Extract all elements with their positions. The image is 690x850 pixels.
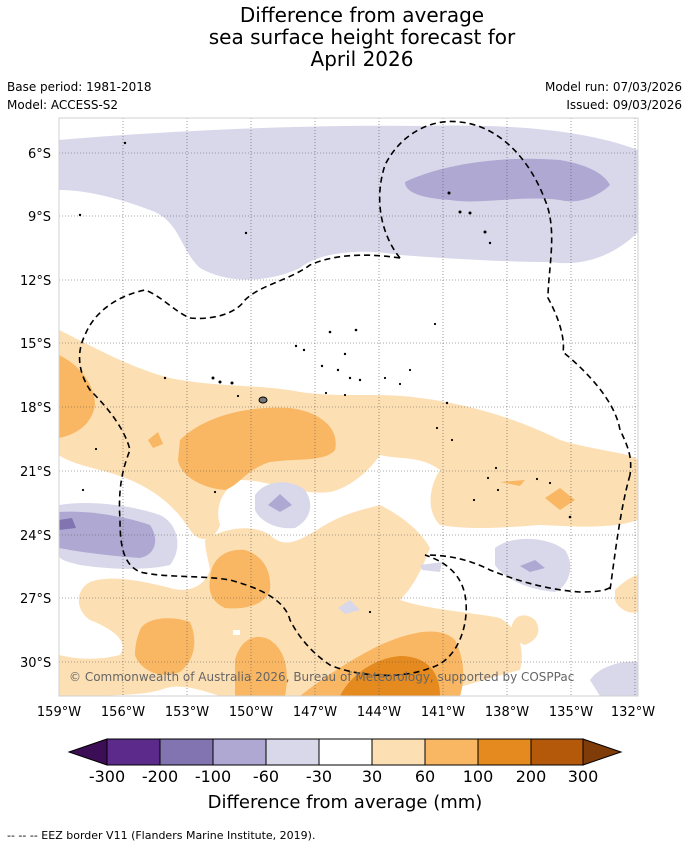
lon-label: 159°W: [37, 705, 81, 720]
colorbar-tick: 60: [415, 767, 435, 786]
colorbar-swatch: [107, 739, 160, 765]
colorbar: -300 -200 -100 -60 -30 30 60 100 200 300: [67, 738, 623, 786]
model-run: Model run: 07/03/2026: [544, 80, 682, 94]
lat-label: 12°S: [20, 274, 51, 289]
positive-anomaly-area: [209, 549, 271, 609]
colorbar-swatch: [531, 739, 583, 765]
positive-anomaly-area: [135, 618, 195, 675]
lon-label: 135°W: [549, 705, 593, 720]
anomaly-contours: [59, 125, 638, 696]
lat-label: 9°S: [28, 210, 51, 225]
eez-border: [78, 120, 632, 677]
negative-anomaly-area: [520, 560, 545, 572]
copyright-notice: © Commonwealth of Australia 2026, Bureau…: [69, 670, 574, 684]
map-title: Difference from average sea surface heig…: [0, 4, 690, 70]
colorbar-label: Difference from average (mm): [207, 792, 483, 813]
islands: [78, 141, 572, 634]
meta-left: Base period: 1981-2018 Model: ACCESS-S2: [7, 78, 152, 114]
colorbar-swatch: [478, 739, 531, 765]
negative-anomaly-area: [590, 661, 638, 696]
colorbar-swatch: [372, 739, 425, 765]
positive-anomaly-area: [59, 330, 638, 540]
negative-anomaly-area: [268, 494, 292, 512]
colorbar-swatch: [319, 739, 372, 765]
meta-right: Model run: 07/03/2026 Issued: 09/03/2026: [545, 78, 682, 114]
colorbar-tick: 30: [362, 767, 382, 786]
land-patch: [233, 630, 240, 635]
lon-label: 138°W: [485, 705, 529, 720]
colorbar-swatch: [160, 739, 213, 765]
lat-label: 24°S: [20, 529, 51, 544]
colorbar-tick: -30: [306, 767, 332, 786]
longitude-labels: 159°W 156°W 153°W 150°W 147°W 144°W 141°…: [37, 705, 655, 720]
positive-anomaly-area: [511, 615, 539, 645]
colorbar-above-arrow: [582, 738, 623, 766]
negative-anomaly-area: [59, 518, 76, 530]
lon-label: 132°W: [611, 705, 655, 720]
negative-anomaly-area: [420, 562, 442, 572]
positive-anomaly-area: [615, 575, 638, 613]
positive-anomaly-area: [148, 432, 163, 448]
colorbar-tick: -100: [195, 767, 231, 786]
lon-label: 144°W: [357, 705, 401, 720]
lon-label: 141°W: [421, 705, 465, 720]
negative-anomaly-area: [338, 600, 360, 614]
lat-label: 6°S: [28, 147, 51, 162]
lat-label: 18°S: [20, 401, 51, 416]
colorbar-tick: -300: [89, 767, 125, 786]
lat-label: 30°S: [20, 656, 51, 671]
lon-label: 147°W: [293, 705, 337, 720]
title-line-3: April 2026: [310, 47, 414, 71]
positive-anomaly-area: [59, 355, 95, 438]
colorbar-swatch: [425, 739, 478, 765]
colorbar-tick: 200: [516, 767, 547, 786]
colorbar-tick: 300: [568, 767, 599, 786]
model-name: Model: ACCESS-S2: [7, 98, 119, 112]
base-period: Base period: 1981-2018: [7, 80, 152, 94]
colorbar-tick: 100: [463, 767, 494, 786]
latitude-labels: 6°S 9°S 12°S 15°S 18°S 21°S 24°S 27°S 30…: [20, 147, 51, 671]
positive-anomaly-area: [340, 656, 440, 696]
colorbar-swatch: [266, 739, 319, 765]
title-line-2: sea surface height forecast for: [208, 25, 516, 49]
colorbar-swatch: [213, 739, 266, 765]
colorbar-below-arrow: [67, 738, 108, 766]
negative-anomaly-area: [405, 158, 610, 202]
title-line-1: Difference from average: [239, 3, 485, 27]
lat-label: 21°S: [20, 465, 51, 480]
positive-anomaly-area: [178, 407, 336, 490]
positive-anomaly-area: [235, 636, 287, 696]
lon-label: 156°W: [101, 705, 145, 720]
positive-anomaly-area: [545, 488, 575, 510]
colorbar-tick: -200: [142, 767, 178, 786]
lat-label: 15°S: [20, 337, 51, 352]
lat-label: 27°S: [20, 592, 51, 607]
lon-label: 150°W: [229, 705, 273, 720]
eez-legend-note: -- -- -- EEZ border V11 (Flanders Marine…: [7, 829, 316, 842]
map-frame: [58, 117, 639, 697]
lon-label: 153°W: [165, 705, 209, 720]
issued-date: Issued: 09/03/2026: [566, 98, 682, 112]
colorbar-tick: -60: [253, 767, 279, 786]
positive-anomaly-area: [500, 480, 525, 486]
